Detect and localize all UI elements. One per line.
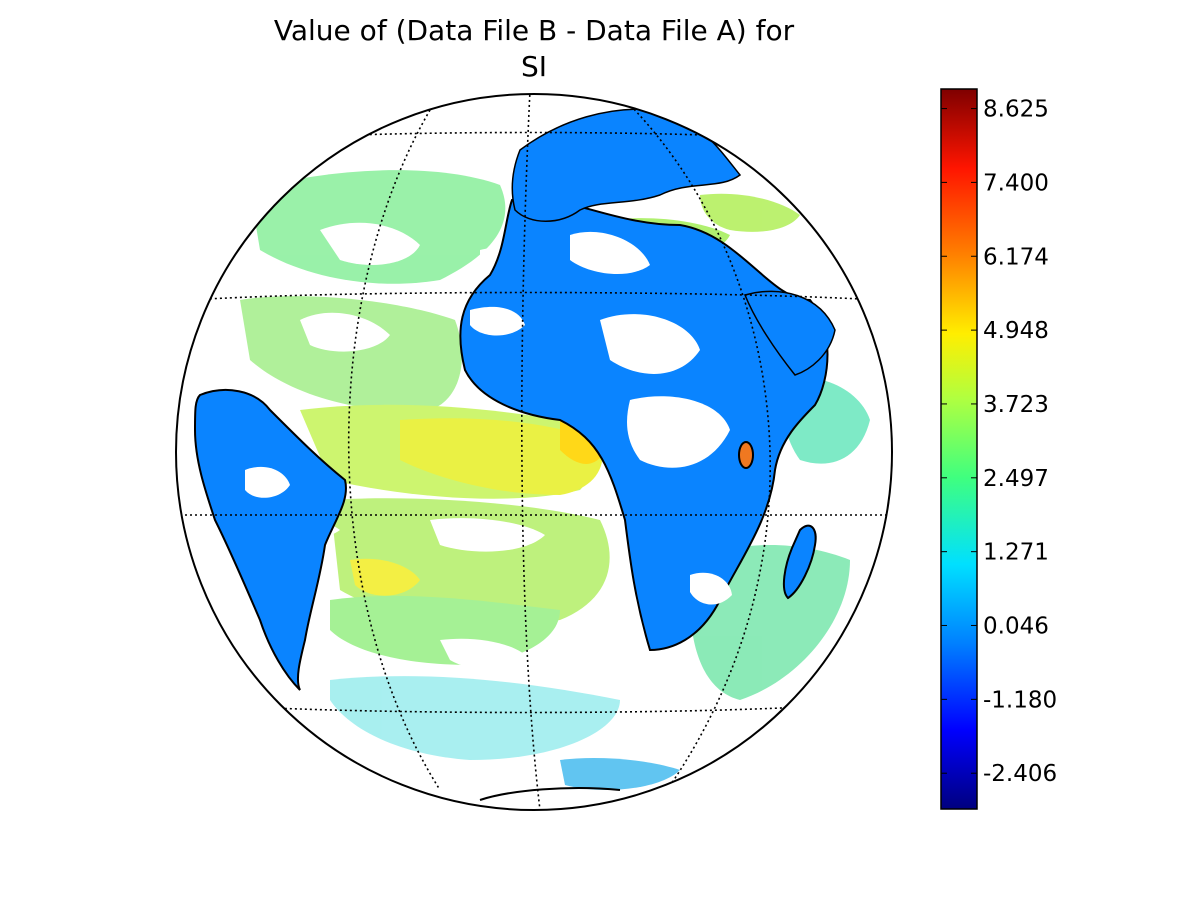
colorbar-tick-label: 2.497	[983, 466, 1049, 492]
colorbar: 8.625 7.400 6.174 4.948 3.723 2.497 1.271 0.046…	[940, 88, 1057, 810]
globe-map	[176, 94, 892, 810]
colorbar-tick-label: -1.180	[983, 687, 1057, 713]
colorbar-tick-label: 8.625	[983, 97, 1049, 123]
colorbar-tick-label: 1.271	[983, 540, 1049, 566]
colorbar-tick-label: 4.948	[983, 318, 1049, 344]
south-america-land	[193, 389, 347, 691]
plot-title-line-2: SI	[520, 50, 548, 83]
land-clouds	[245, 231, 732, 605]
antarctica-coast	[479, 787, 621, 801]
colorbar-tick-label: 3.723	[983, 392, 1049, 418]
colorbar-tick-label: -2.406	[983, 761, 1057, 787]
colorbar-tick-label: 7.400	[983, 170, 1049, 196]
plot-title-line-1: Value of (Data File B - Data File A) for	[273, 14, 795, 47]
lake-hotspot	[738, 441, 754, 469]
colorbar-tick-label: 0.046	[983, 613, 1049, 639]
arabia-land	[743, 290, 836, 376]
madagascar-land	[782, 524, 817, 600]
colorbar-tick-label: 6.174	[983, 244, 1049, 270]
globe-outline	[175, 93, 893, 811]
